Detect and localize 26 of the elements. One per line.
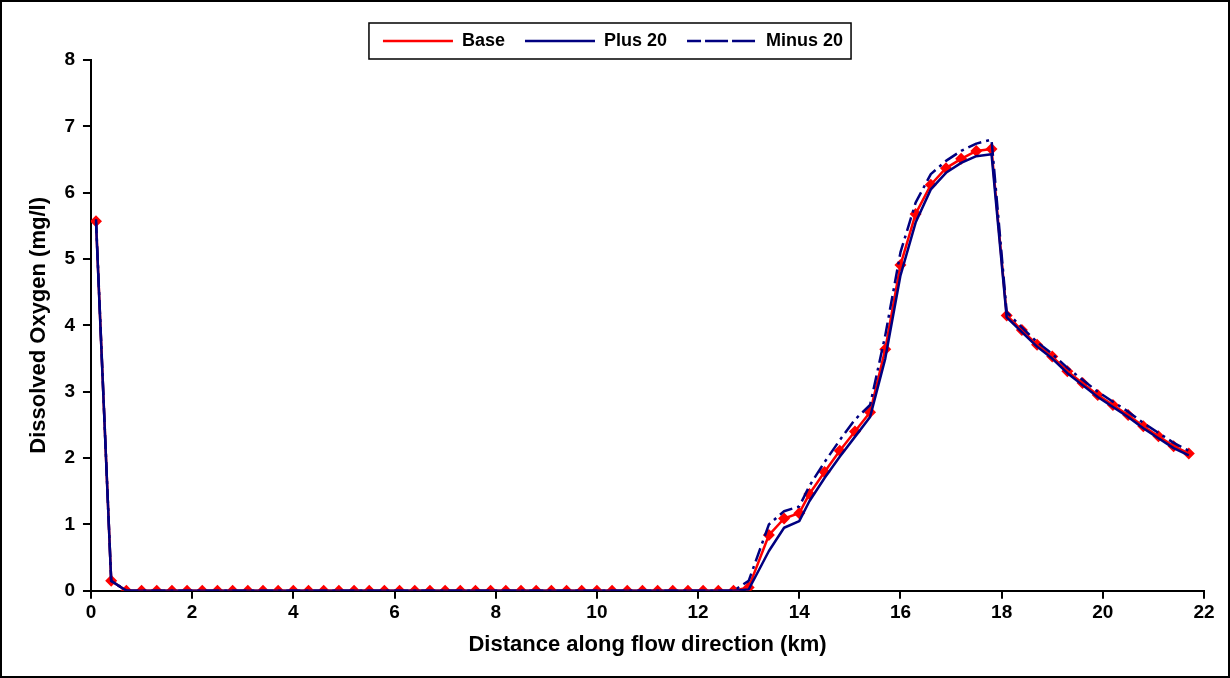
- x-tick-label: 2: [186, 601, 198, 623]
- x-tick-label: 10: [586, 601, 608, 623]
- y-tick-label: 8: [64, 48, 75, 70]
- y-tick-label: 4: [64, 313, 76, 335]
- x-tick-label: 8: [490, 601, 501, 623]
- y-tick-label: 7: [64, 114, 75, 136]
- x-tick-label: 4: [288, 601, 300, 623]
- x-axis-title: Distance along flow direction (km): [468, 630, 827, 656]
- legend-label: Minus 20: [766, 29, 844, 50]
- y-tick-label: 0: [64, 579, 75, 601]
- x-tick-label: 18: [991, 601, 1013, 623]
- y-tick-label: 6: [64, 180, 75, 202]
- legend-label: Plus 20: [603, 29, 668, 50]
- y-tick-label: 5: [64, 247, 76, 269]
- x-tick-label: 6: [389, 601, 400, 623]
- x-tick-label: 0: [85, 601, 97, 623]
- y-tick-label: 1: [64, 512, 76, 534]
- y-tick-label: 2: [64, 446, 75, 468]
- x-tick-label: 12: [687, 601, 709, 623]
- x-tick-label: 20: [1092, 601, 1114, 623]
- y-tick-label: 3: [64, 379, 75, 401]
- legend-label: Base: [461, 29, 505, 50]
- x-tick-label: 16: [889, 601, 912, 623]
- x-tick-label: 22: [1193, 601, 1215, 623]
- x-tick-label: 14: [788, 601, 811, 623]
- y-axis-title: Dissolved Oxygen (mg/l): [25, 197, 51, 454]
